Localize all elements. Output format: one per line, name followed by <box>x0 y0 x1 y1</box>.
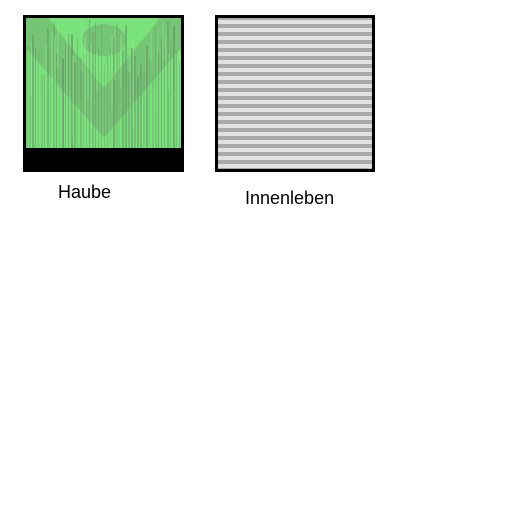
green-flame-texture-icon <box>26 18 181 169</box>
haube-label: Haube <box>58 182 112 202</box>
innenleben-label: Innenleben <box>245 188 335 208</box>
innenleben-texture-swatch <box>215 15 375 172</box>
haube-texture-swatch <box>23 15 184 172</box>
gray-stripes-texture-icon <box>218 18 372 169</box>
